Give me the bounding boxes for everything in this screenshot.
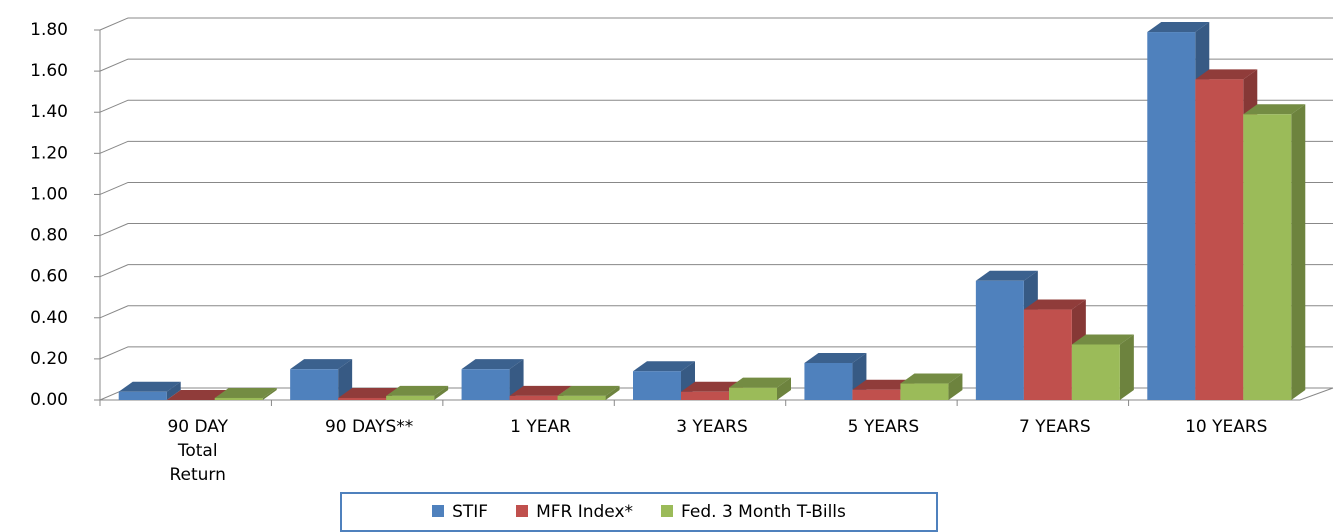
bar — [338, 397, 387, 400]
bar-side — [1119, 334, 1134, 400]
grid-line — [99, 346, 1333, 360]
y-tick-label: 1.20 — [30, 143, 68, 163]
legend-label: STIF — [452, 502, 489, 522]
bar-top — [681, 381, 743, 392]
bar — [975, 280, 1024, 400]
bar-side — [338, 359, 353, 400]
x-tick-label: 5 YEARS — [847, 417, 920, 437]
grid-line — [99, 140, 1333, 154]
bar-top — [386, 385, 449, 396]
bar — [290, 369, 339, 400]
legend-item: Fed. 3 Month T-Bills — [661, 502, 846, 522]
bar-side — [777, 377, 791, 400]
y-tick-label: 1.00 — [30, 184, 68, 204]
y-tick-label: 1.40 — [30, 102, 68, 122]
bar — [1071, 344, 1120, 400]
legend-label: MFR Index* — [536, 502, 634, 522]
x-tick-label: 90 DAY Total Return — [167, 417, 228, 485]
bar-top — [509, 385, 572, 396]
bar-top — [1023, 299, 1086, 310]
grid-line — [99, 99, 1333, 113]
y-tick-label: 0.80 — [30, 226, 68, 246]
bar-top — [338, 387, 401, 398]
bar-side — [605, 385, 620, 400]
bar — [386, 395, 435, 400]
bar — [1023, 309, 1072, 400]
x-tick-label: 90 DAYS** — [324, 417, 414, 437]
bar-top — [633, 361, 695, 372]
legend: STIF MFR Index* Fed. 3 Month T-Bills — [340, 492, 938, 532]
bar-top — [1147, 22, 1210, 33]
bar — [852, 389, 901, 400]
grid-line — [99, 305, 1333, 319]
x-tick-label: 7 YEARS — [1019, 417, 1091, 437]
x-tick-label: 1 YEAR — [510, 417, 571, 437]
bar-top — [118, 381, 181, 392]
legend-swatch — [432, 505, 445, 517]
bar-top — [290, 359, 353, 370]
bar — [1147, 32, 1196, 401]
bar-top — [729, 377, 791, 388]
grid-line — [99, 181, 1333, 195]
bar-side — [166, 381, 181, 400]
legend-swatch — [516, 505, 529, 517]
x-tick-label: 10 YEARS — [1185, 417, 1268, 437]
bar-side — [948, 373, 963, 400]
bar-top — [461, 359, 524, 370]
bar-side — [262, 387, 277, 400]
grid-line — [99, 17, 1333, 31]
bar — [633, 371, 681, 400]
bar — [900, 383, 949, 400]
bar-side — [434, 385, 449, 400]
bar — [118, 391, 167, 400]
bar — [681, 391, 729, 400]
y-tick-label: 0.60 — [30, 267, 68, 287]
grid-line — [99, 58, 1333, 72]
bar — [557, 395, 606, 400]
bar — [461, 369, 510, 400]
bar-top — [804, 353, 867, 363]
y-tick-label: 1.60 — [30, 61, 68, 81]
bar-top — [852, 379, 915, 390]
legend-label: Fed. 3 Month T-Bills — [681, 502, 846, 522]
y-tick-label: 1.80 — [30, 20, 68, 40]
bar-top — [975, 270, 1038, 281]
bar — [1195, 79, 1244, 400]
legend-swatch — [661, 505, 674, 517]
bar — [1243, 114, 1292, 401]
bar-side — [1291, 104, 1306, 401]
bar-top — [1243, 104, 1306, 115]
y-tick-label: 0.40 — [30, 308, 68, 328]
bar — [804, 363, 853, 400]
y-tick-label: 0.20 — [30, 349, 68, 369]
bar-top — [557, 385, 620, 396]
bar — [214, 397, 263, 400]
bar-top — [1195, 69, 1258, 80]
legend-item: STIF — [432, 502, 488, 522]
grid-line — [99, 223, 1333, 237]
x-tick-label: 3 YEARS — [676, 417, 748, 437]
legend-item: MFR Index* — [516, 502, 633, 522]
bar — [509, 395, 558, 400]
bar-top — [1071, 334, 1134, 345]
bar-top — [900, 373, 963, 384]
y-tick-label: 0.00 — [30, 390, 68, 410]
bar-top — [166, 390, 229, 400]
bar-top — [214, 387, 277, 398]
bar — [729, 387, 777, 400]
grid-line — [99, 264, 1333, 278]
